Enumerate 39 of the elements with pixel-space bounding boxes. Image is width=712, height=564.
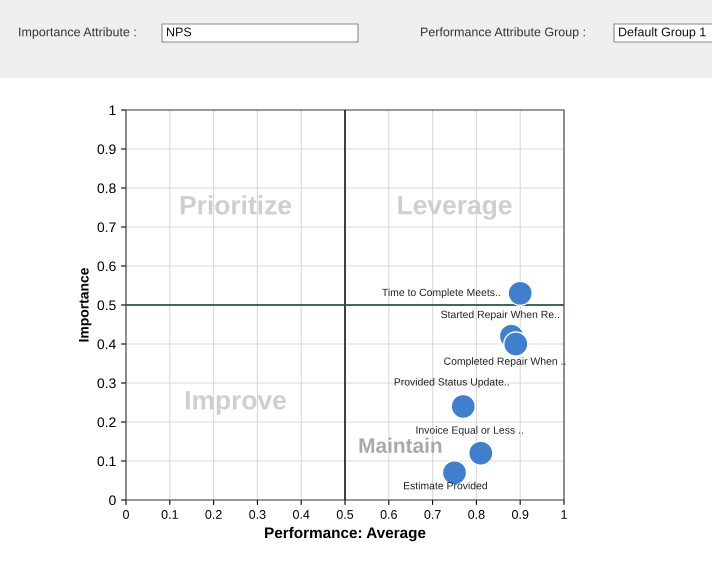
x-tick-label: 0.5 [336, 510, 354, 519]
x-tick-label: 0.2 [205, 510, 222, 519]
annotation: Started Repair When Re.. [441, 310, 559, 320]
point [468, 440, 494, 466]
x-tick-label: 0.7 [424, 510, 441, 519]
y-tick-label: 0.4 [98, 339, 116, 350]
y-tick-label: 0.6 [98, 261, 116, 272]
annotation: Completed Repair When .. [444, 357, 566, 367]
annotation: Provided Status Update.. [394, 378, 509, 388]
y-tick-label: 0.3 [98, 378, 116, 388]
y-tick-label: 0.5 [98, 300, 116, 310]
x-tick-label: 0.1 [162, 510, 178, 519]
x-tick-label: 1 [561, 510, 567, 519]
y-axis-title: Importance [78, 268, 92, 342]
annotation: Maintain [360, 438, 442, 453]
y-tick-label: 0 [109, 495, 116, 506]
x-tick-label: 0.4 [293, 510, 310, 519]
annotation: Time to Complete Meets.. [382, 288, 500, 298]
x-tick-label: 0.6 [380, 510, 397, 519]
y-tick-label: 0.1 [98, 456, 116, 466]
x-tick-label: 0.3 [249, 510, 266, 519]
annotation: Invoice Equal or Less .. [416, 426, 523, 436]
x-tick-label: 0.8 [468, 510, 485, 519]
point [450, 394, 476, 420]
y-tick-label: 0.2 [98, 417, 116, 428]
y-tick-label: 0.9 [98, 144, 116, 154]
y-tick-label: 0.7 [98, 222, 116, 232]
text: NPS [167, 28, 192, 36]
text: Performance Attribute Group : [421, 27, 585, 39]
point [507, 280, 533, 306]
x-tick-label: 0.9 [512, 510, 528, 519]
x-tick-label: 0 [123, 510, 129, 519]
annotation: Estimate Provided [404, 482, 487, 490]
x-axis-title: Performance: Average [265, 526, 426, 542]
y-tick-label: 1 [110, 105, 116, 116]
point [503, 331, 529, 357]
y-tick-label: 0.8 [98, 183, 116, 194]
text: Default Group 1 [619, 27, 706, 39]
text: Importance Attribute : [19, 27, 136, 39]
